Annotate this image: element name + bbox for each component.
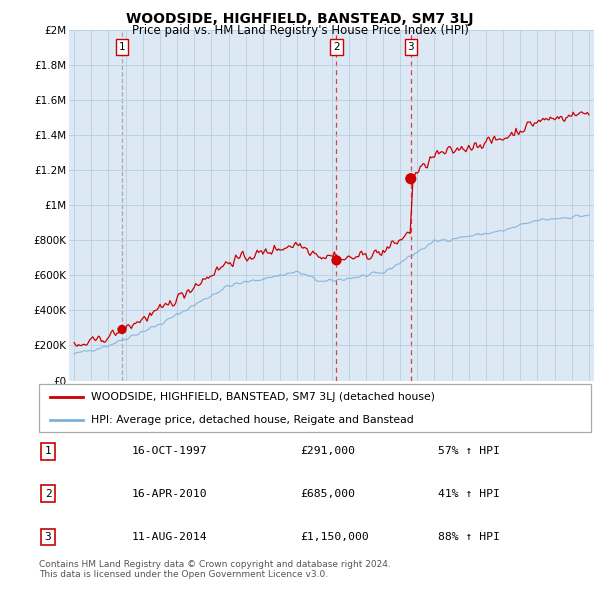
Point bbox=[406, 174, 416, 183]
Text: 3: 3 bbox=[407, 42, 414, 52]
Point bbox=[332, 255, 341, 265]
Text: 11-AUG-2014: 11-AUG-2014 bbox=[132, 532, 208, 542]
Text: 1: 1 bbox=[44, 447, 52, 456]
Point bbox=[117, 324, 127, 334]
Text: £291,000: £291,000 bbox=[300, 447, 355, 456]
Text: Price paid vs. HM Land Registry's House Price Index (HPI): Price paid vs. HM Land Registry's House … bbox=[131, 24, 469, 37]
Text: WOODSIDE, HIGHFIELD, BANSTEAD, SM7 3LJ (detached house): WOODSIDE, HIGHFIELD, BANSTEAD, SM7 3LJ (… bbox=[91, 392, 436, 402]
Text: £1,150,000: £1,150,000 bbox=[300, 532, 369, 542]
Text: £685,000: £685,000 bbox=[300, 489, 355, 499]
Text: This data is licensed under the Open Government Licence v3.0.: This data is licensed under the Open Gov… bbox=[39, 570, 328, 579]
Text: 1: 1 bbox=[119, 42, 125, 52]
Text: HPI: Average price, detached house, Reigate and Banstead: HPI: Average price, detached house, Reig… bbox=[91, 415, 414, 425]
Text: 2: 2 bbox=[333, 42, 340, 52]
Text: 57% ↑ HPI: 57% ↑ HPI bbox=[438, 447, 500, 456]
Text: Contains HM Land Registry data © Crown copyright and database right 2024.: Contains HM Land Registry data © Crown c… bbox=[39, 559, 391, 569]
Text: 88% ↑ HPI: 88% ↑ HPI bbox=[438, 532, 500, 542]
Text: 41% ↑ HPI: 41% ↑ HPI bbox=[438, 489, 500, 499]
Text: 2: 2 bbox=[44, 489, 52, 499]
Text: WOODSIDE, HIGHFIELD, BANSTEAD, SM7 3LJ: WOODSIDE, HIGHFIELD, BANSTEAD, SM7 3LJ bbox=[126, 12, 474, 26]
Text: 3: 3 bbox=[44, 532, 52, 542]
FancyBboxPatch shape bbox=[39, 384, 591, 432]
Text: 16-OCT-1997: 16-OCT-1997 bbox=[132, 447, 208, 456]
Text: 16-APR-2010: 16-APR-2010 bbox=[132, 489, 208, 499]
